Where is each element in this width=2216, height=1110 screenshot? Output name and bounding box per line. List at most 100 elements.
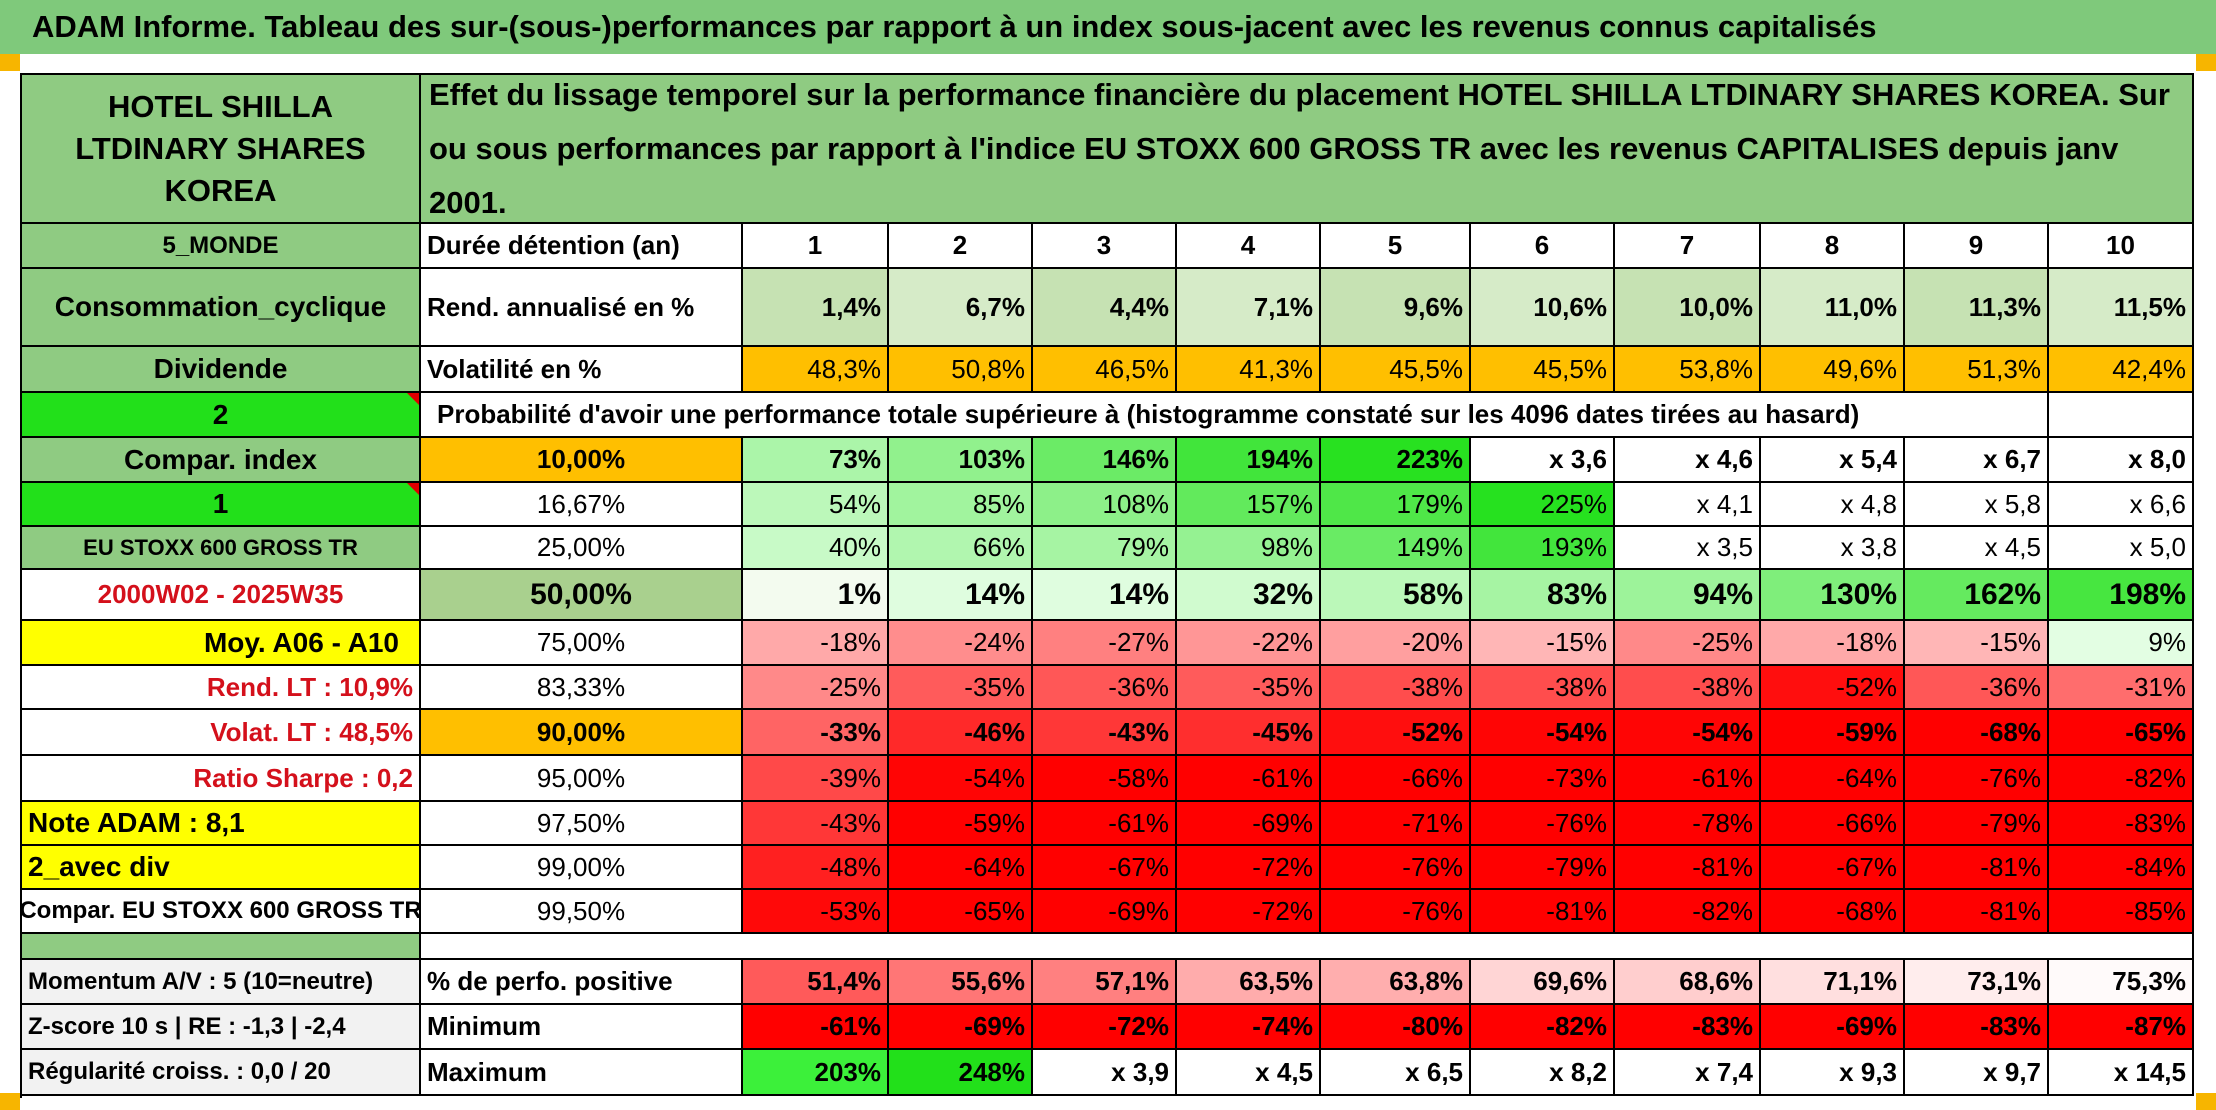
minimum-value: -87% [2049,1005,2194,1050]
percentile-cell: -54% [1615,710,1761,756]
percentile-cell: -38% [1321,666,1471,710]
percentile-cell: -64% [889,846,1033,890]
percentile-cell: -48% [743,846,889,890]
percentile-label: 83,33% [421,666,743,710]
corner-marker-icon [0,1093,20,1110]
percentile-cell: 83% [1471,570,1615,621]
vol-value: 49,6% [1761,347,1905,393]
percentile-cell: -53% [743,890,889,934]
percentile-cell: -79% [1471,846,1615,890]
percentile-cell: 162% [1905,570,2049,621]
percentile-cell: -15% [1905,621,2049,666]
vol-value: 42,4% [2049,347,2194,393]
percentile-cell: 94% [1615,570,1761,621]
percentile-cell: 14% [889,570,1033,621]
perfo-pos-value: 63,8% [1321,960,1471,1005]
corner-marker-icon [2196,1093,2216,1110]
percentile-cell: 193% [1471,527,1615,570]
percentile-cell: -66% [1321,756,1471,802]
rend-value: 7,1% [1177,269,1321,347]
percentile-cell: 198% [2049,570,2194,621]
separator-row [421,934,2194,960]
percentile-cell: -25% [743,666,889,710]
maximum-value: x 9,3 [1761,1050,1905,1096]
percentile-cell: -85% [2049,890,2194,934]
percentile-cell: 14% [1033,570,1177,621]
minimum-value: -83% [1905,1005,2049,1050]
minimum-value: -72% [1033,1005,1177,1050]
minimum-value: -74% [1177,1005,1321,1050]
vol-value: 48,3% [743,347,889,393]
percentile-cell: -84% [2049,846,2194,890]
minimum-value: -61% [743,1005,889,1050]
rend-value: 9,6% [1321,269,1471,347]
maximum-value: x 6,5 [1321,1050,1471,1096]
rend-value: 10,6% [1471,269,1615,347]
percentile-cell: 54% [743,483,889,527]
minimum-value: -69% [889,1005,1033,1050]
year-header: 3 [1033,224,1177,269]
percentile-cell: x 5,0 [2049,527,2194,570]
rend-value: 10,0% [1615,269,1761,347]
maximum-value: x 8,2 [1471,1050,1615,1096]
percentile-cell: 157% [1177,483,1321,527]
percentile-label: 25,00% [421,527,743,570]
side-label-index_name: EU STOXX 600 GROSS TR [22,527,421,570]
percentile-cell: 66% [889,527,1033,570]
percentile-cell: 73% [743,438,889,483]
percentile-label: 97,50% [421,802,743,846]
side-label-note: Note ADAM : 8,1 [22,802,421,846]
percentile-cell: 225% [1471,483,1615,527]
percentile-cell: x 4,5 [1905,527,2049,570]
percentile-cell: -20% [1321,621,1471,666]
side-label-compar: Compar. EU STOXX 600 GROSS TR [22,890,421,934]
percentile-label: 95,00% [421,756,743,802]
perfo-pos-value: 57,1% [1033,960,1177,1005]
percentile-cell: -15% [1471,621,1615,666]
percentile-cell: -81% [1615,846,1761,890]
percentile-cell: -33% [743,710,889,756]
side-label-rend_lt: Rend. LT : 10,9% [22,666,421,710]
percentile-label: 16,67% [421,483,743,527]
percentile-cell: -46% [889,710,1033,756]
percentile-cell: -81% [1905,890,2049,934]
percentile-label: 50,00% [421,570,743,621]
vol-value: 41,3% [1177,347,1321,393]
rend-value: 11,5% [2049,269,2194,347]
percentile-cell: x 6,7 [1905,438,2049,483]
side-label-momentum: Momentum A/V : 5 (10=neutre) [22,960,421,1005]
percentile-cell: -39% [743,756,889,802]
percentile-cell: -61% [1615,756,1761,802]
percentile-cell: 103% [889,438,1033,483]
rend-value: 11,3% [1905,269,2049,347]
perfo-pos-value: 75,3% [2049,960,2194,1005]
maximum-value: x 7,4 [1615,1050,1761,1096]
side-label-compar_index_label: Compar. index [22,438,421,483]
label-vol: Volatilité en % [421,347,743,393]
maximum-value: 203% [743,1050,889,1096]
percentile-cell: -43% [743,802,889,846]
side-label-dividend: Dividende [22,347,421,393]
side-label-sharpe: Ratio Sharpe : 0,2 [22,756,421,802]
perfo-pos-value: 69,6% [1471,960,1615,1005]
percentile-cell: x 3,6 [1471,438,1615,483]
side-label-div_mode: 2_avec div [22,846,421,890]
rend-value: 11,0% [1761,269,1905,347]
side-label-flag1: 2 [22,393,421,438]
percentile-cell: x 8,0 [2049,438,2194,483]
percentile-cell: -69% [1033,890,1177,934]
percentile-cell: -82% [1615,890,1761,934]
vol-value: 45,5% [1321,347,1471,393]
percentile-cell: -38% [1471,666,1615,710]
percentile-cell: -76% [1471,802,1615,846]
percentile-cell: -54% [889,756,1033,802]
percentile-cell: -67% [1761,846,1905,890]
corner-marker-icon [0,54,20,71]
percentile-cell: 149% [1321,527,1471,570]
year-header: 7 [1615,224,1761,269]
percentile-cell: x 3,8 [1761,527,1905,570]
percentile-cell: -69% [1177,802,1321,846]
year-header: 2 [889,224,1033,269]
minimum-value: -82% [1471,1005,1615,1050]
year-header: 1 [743,224,889,269]
